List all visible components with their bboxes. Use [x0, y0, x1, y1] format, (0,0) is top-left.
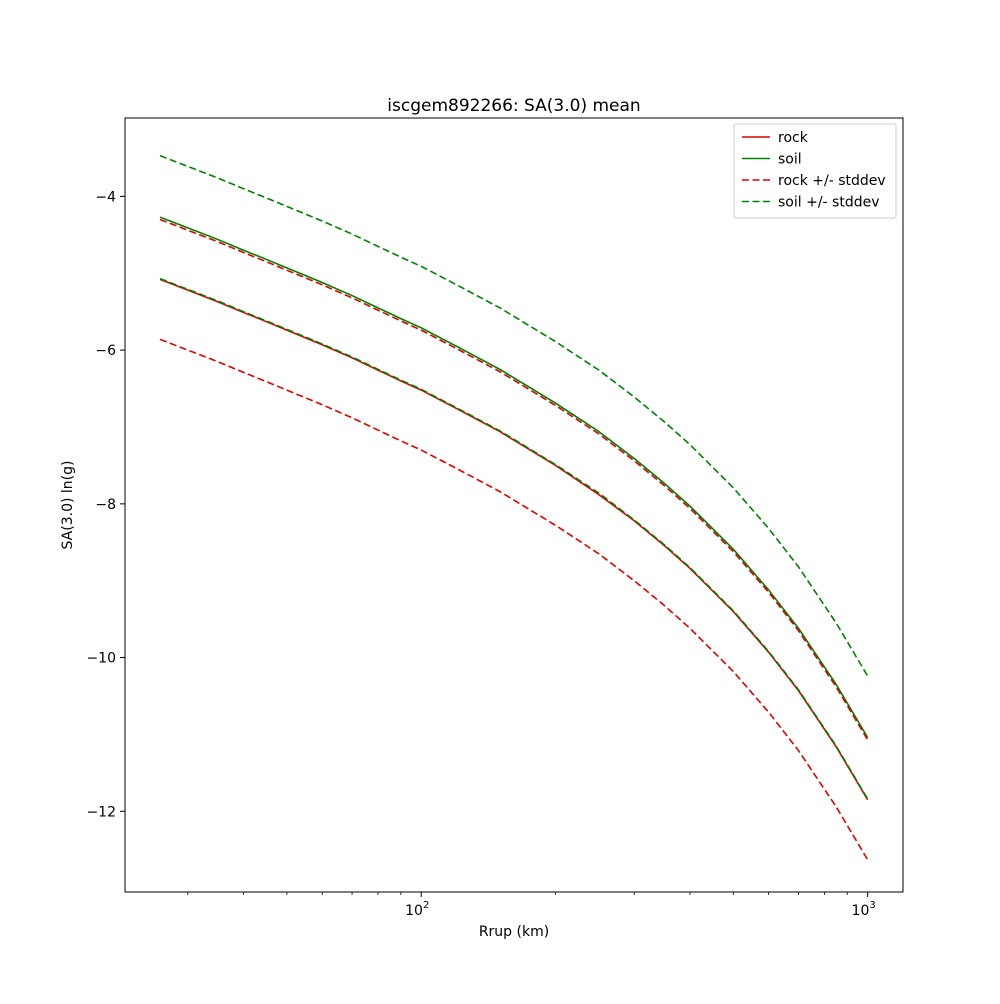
y-axis-label: SA(3.0) ln(g) — [60, 461, 76, 550]
series-line-soil-plus-stddev — [159, 154, 869, 677]
series-line-soil — [159, 216, 869, 738]
series-line-rock — [159, 278, 869, 801]
y-tick-label: −12 — [86, 804, 116, 820]
series-line-rock-plus-stddev — [159, 218, 869, 741]
y-tick-label: −4 — [95, 189, 116, 205]
series-line-soil-minus-stddev — [159, 277, 869, 800]
y-tick-label: −6 — [95, 343, 116, 359]
legend-label-4: soil +/- stddev — [778, 195, 880, 211]
legend-label-2: soil — [778, 152, 802, 168]
axes-frame — [124, 117, 904, 893]
x-axis-label: Rrup (km) — [479, 924, 549, 940]
plot-area: −4 −6 −8 −10 −12 102 103 rock soil rock +/- stdde… — [86, 117, 904, 919]
chart-title: iscgem892266: SA(3.0) mean — [387, 96, 640, 116]
series-line-rock-minus-stddev — [159, 338, 869, 861]
y-tick-label: −8 — [95, 497, 116, 513]
x-tick-label: 103 — [852, 900, 876, 919]
legend-label-1: rock — [778, 130, 809, 146]
x-tick-label: 102 — [405, 900, 429, 919]
legend-box — [733, 123, 897, 219]
legend-label-3: rock +/- stddev — [778, 173, 886, 189]
y-tick-label: −10 — [86, 651, 116, 667]
